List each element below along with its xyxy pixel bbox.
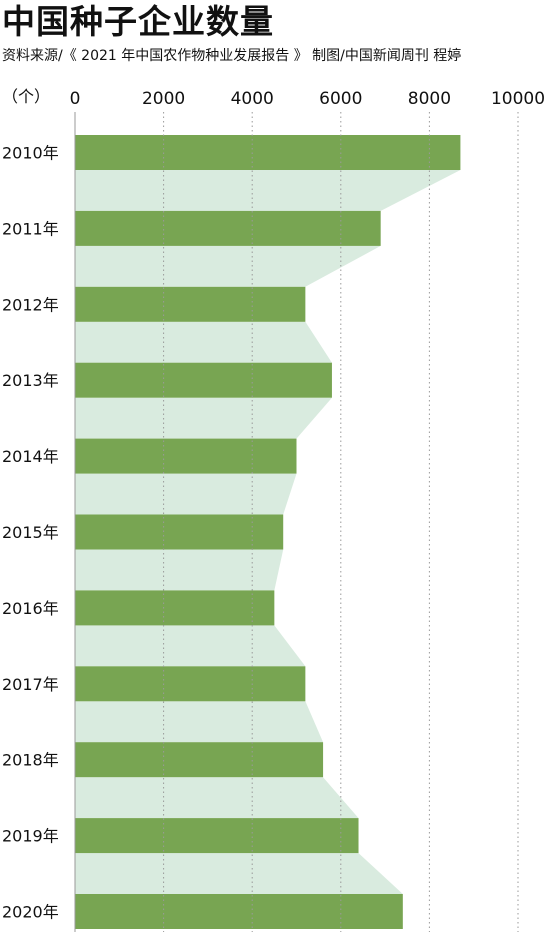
category-label: 2011年 bbox=[2, 219, 59, 238]
connector-band bbox=[75, 701, 324, 743]
category-label: 2018年 bbox=[2, 751, 59, 770]
category-label: 2019年 bbox=[2, 827, 59, 846]
connector-band bbox=[75, 321, 332, 363]
x-tick-label: 8000 bbox=[408, 89, 451, 109]
bar bbox=[75, 135, 461, 170]
bar bbox=[75, 666, 306, 702]
bar bbox=[75, 438, 297, 474]
category-label: 2020年 bbox=[2, 903, 59, 922]
category-label: 2010年 bbox=[2, 144, 59, 163]
bar bbox=[75, 894, 403, 929]
source-note: 资料来源/《 2021 年中国农作物种业发展报告 》 制图/中国新闻周刊 程婷 bbox=[2, 48, 462, 64]
category-label: 2012年 bbox=[2, 295, 59, 314]
bar bbox=[75, 514, 284, 550]
bar bbox=[75, 286, 306, 322]
category-label: 2015年 bbox=[2, 523, 59, 542]
x-tick-label: 10000 bbox=[491, 89, 545, 109]
x-tick-label: 6000 bbox=[319, 89, 362, 109]
x-tick-label: 2000 bbox=[142, 89, 185, 109]
connector-band bbox=[75, 170, 461, 211]
bar bbox=[75, 590, 275, 626]
x-tick-label: 4000 bbox=[231, 89, 274, 109]
category-label: 2017年 bbox=[2, 675, 59, 694]
connector-band bbox=[75, 473, 297, 515]
chart-title: 中国种子企业数量 bbox=[2, 2, 274, 41]
bar bbox=[75, 818, 359, 854]
connector-band bbox=[75, 245, 381, 287]
category-label: 2016年 bbox=[2, 599, 59, 618]
bar bbox=[75, 362, 332, 398]
category-label: 2013年 bbox=[2, 371, 59, 390]
unit-label: （个） bbox=[2, 87, 51, 106]
x-tick-label: 0 bbox=[70, 89, 81, 109]
bar bbox=[75, 210, 381, 246]
bar bbox=[75, 742, 324, 778]
connector-band bbox=[75, 549, 284, 591]
connector-band bbox=[75, 397, 332, 439]
connector-band bbox=[75, 625, 306, 667]
connector-band bbox=[75, 777, 359, 819]
connector-band bbox=[75, 853, 403, 894]
category-label: 2014年 bbox=[2, 447, 59, 466]
